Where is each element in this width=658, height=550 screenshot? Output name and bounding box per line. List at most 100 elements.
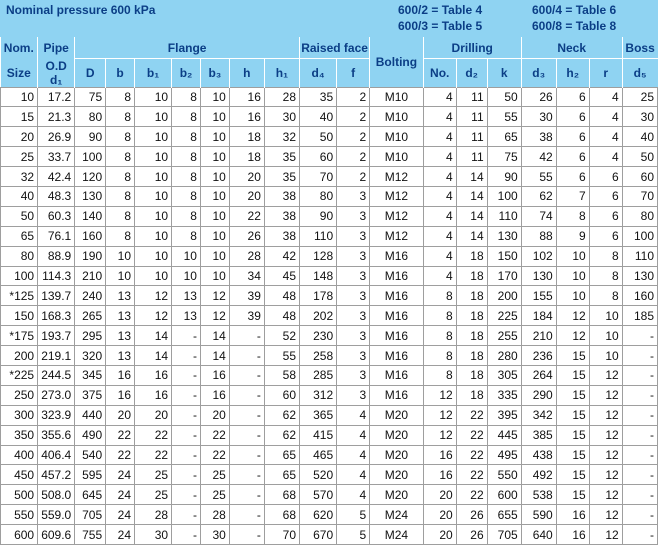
table-cell: 139.7 [37,285,76,307]
table-cell: 16 [228,106,265,128]
table-cell: 25 [199,464,230,486]
table-cell: 550 [486,464,522,486]
table-cell: 25 [133,464,173,486]
col-no-header: No. [422,58,457,87]
col-f-header: f [336,58,370,87]
table-cell: 13 [171,305,201,327]
table-cell: 8 [588,285,623,307]
table-cell: 385 [520,424,557,446]
table-cell: 600 [0,524,39,545]
table-cell: 10 [105,245,135,267]
table-cell: 8 [105,185,135,207]
table-cell: 80 [0,245,39,267]
table-cell: 16 [422,444,457,466]
table-cell: M10 [369,86,424,108]
table-cell: 10 [133,86,173,108]
table-cell: 3 [336,345,371,366]
table-cell: 102 [520,245,557,267]
table-cell: 76.1 [37,225,76,247]
table-cell: 375 [74,384,107,406]
table-cell: 14 [199,325,230,347]
table-cell: - [228,424,265,446]
table-cell: 80 [74,106,107,128]
table-cell: 35 [263,166,301,187]
col-d2-header: d₂ [455,58,488,87]
table-cell: 8 [171,106,201,128]
table-cell: 4 [422,146,457,168]
table-cell: 22 [133,424,173,446]
table-cell: - [228,464,265,486]
table-cell: 24 [105,484,135,506]
table-cell: 40 [299,106,338,128]
table-cell: 62 [263,424,301,446]
col-k-header: k [486,58,522,87]
table-cell: 10 [171,265,201,287]
table-cell: 26 [520,86,557,108]
table-cell: 12 [422,424,457,446]
table-cell: 21.3 [37,106,76,128]
table-cell: 34 [228,265,265,287]
table-cell: 8 [105,86,135,108]
table-cell: 50 [486,86,522,108]
table-cell: - [171,384,201,406]
table-cell: 10 [588,345,623,366]
table-cell: 3 [336,185,371,207]
table-cell: 4 [422,86,457,108]
table-cell: 150 [486,245,522,267]
table-cell: 75 [74,86,107,108]
table-row: 15 21.3 80 8 10 8 10 16 30 40 2 M10 4 11 55 30 6 4 30 [0,106,658,128]
table-cell: 11 [455,146,488,168]
table-cell: *225 [0,364,39,386]
table-cell: 365 [299,404,338,426]
table-cell: 8 [171,225,201,247]
table-cell: 230 [299,325,338,347]
table-cell: 8 [588,245,623,267]
table-cell: 13 [105,325,135,347]
table-cell: M12 [369,205,424,227]
table-cell: 12 [588,424,623,446]
table-cell: M10 [369,146,424,168]
table-cell: 4 [588,146,623,168]
table-cell: 10 [133,185,173,207]
table-cell: 28 [263,86,301,108]
table-cell: 10 [199,205,230,227]
table-cell: 28 [199,504,230,526]
table-cell: 6 [555,126,590,148]
col-b-header: b [105,58,135,87]
table-cell: 6 [588,225,623,247]
table-cell: 3 [336,205,371,227]
table-cell: 500 [0,484,39,506]
table-cell: 11 [455,86,488,108]
table-cell: 18 [455,305,488,327]
table-cell: 12 [588,504,623,526]
table-cell: 25 [199,484,230,506]
table-row: *175 193.7 295 13 14-14-52 230 3 M16 8 18 255 210 12… [0,325,658,347]
table-cell: 184 [520,305,557,327]
table-cell: 620 [299,504,338,526]
table-cell: 18 [455,265,488,287]
table-cell: 17.2 [37,86,76,108]
table-cell: 80 [621,205,658,227]
table-cell: - [171,524,201,545]
table-cell: 30 [621,106,658,128]
table-cell: 492 [520,464,557,486]
table-cell: 8 [422,345,457,366]
table-cell: 22 [455,424,488,446]
table-cell: 3 [336,245,371,267]
table-cell: - [621,345,658,366]
table-cell: - [621,364,658,386]
table-cell: 609.6 [37,524,76,545]
table-cell: M20 [369,424,424,446]
table-cell: 55 [263,345,301,366]
table-cell: 25 [0,146,39,168]
table-cell: 22 [199,424,230,446]
table-cell: 190 [74,245,107,267]
table-cell: 440 [74,404,107,426]
table-cell: 312 [299,384,338,406]
table-cell: 55 [520,166,557,187]
table-cell: 10 [199,106,230,128]
table-cell: 3 [336,265,371,287]
col-d5-header: d₅ [621,58,658,87]
table-cell: 12 [588,404,623,426]
table-cell: 258 [299,345,338,366]
